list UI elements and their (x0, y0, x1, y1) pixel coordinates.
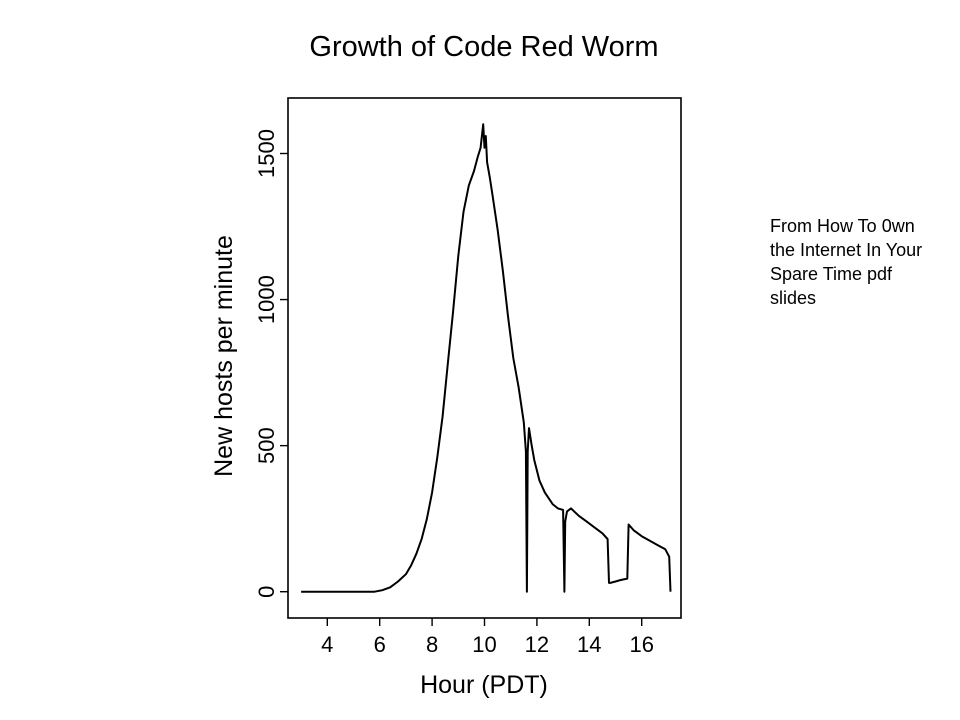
x-tick-label: 4 (321, 632, 333, 657)
series-line (301, 123, 672, 593)
x-tick-label: 12 (525, 632, 549, 657)
y-tick-label: 1000 (254, 275, 279, 324)
x-tick-label: 16 (629, 632, 653, 657)
x-tick-label: 10 (472, 632, 496, 657)
y-tick-label: 500 (254, 427, 279, 464)
x-axis-label: Hour (PDT) (420, 671, 548, 699)
plot-frame (287, 97, 682, 619)
y-tick-label: 0 (254, 586, 279, 598)
x-tick-label: 8 (426, 632, 438, 657)
y-tick-label: 1500 (254, 129, 279, 178)
chart-title: Growth of Code Red Worm (309, 31, 658, 63)
x-tick-label: 6 (374, 632, 386, 657)
y-axis-label: New hosts per minute (210, 235, 238, 477)
axis-ticks: 4 6 8 10 12 14 16 0 500 1000 1500 (254, 129, 654, 657)
source-note: From How To 0wn the Internet In Your Spa… (770, 216, 923, 308)
x-tick-label: 14 (577, 632, 601, 657)
